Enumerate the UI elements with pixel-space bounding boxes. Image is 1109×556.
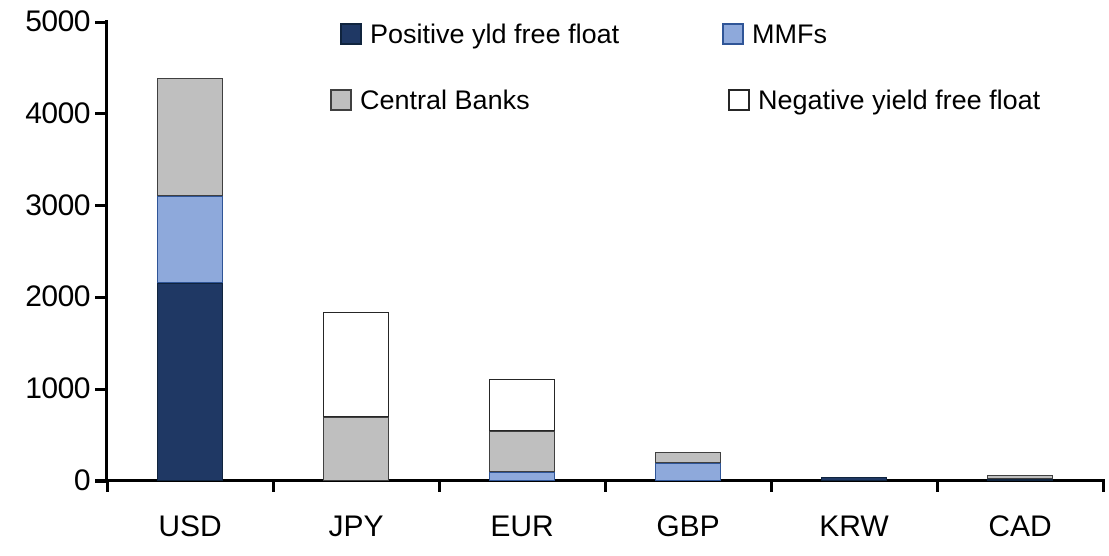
bar-segment <box>987 475 1053 479</box>
bar-segment <box>489 379 555 432</box>
y-axis-tick <box>95 112 107 116</box>
x-axis-tick <box>935 479 939 492</box>
bar-segment <box>157 282 223 481</box>
y-tick-label: 3000 <box>25 188 90 222</box>
y-tick-label: 1000 <box>25 372 90 406</box>
y-axis-tick <box>95 204 107 208</box>
y-tick-label: 4000 <box>25 96 90 130</box>
x-axis-tick <box>603 479 607 492</box>
x-tick-label: USD <box>158 510 222 543</box>
y-axis-tick <box>95 20 107 24</box>
legend-swatch-icon <box>330 89 352 111</box>
bar-segment <box>655 451 721 463</box>
x-tick-label: CAD <box>988 510 1052 543</box>
bar-segment <box>655 462 721 481</box>
legend-item: MMFs <box>722 20 827 48</box>
legend-label: Central Banks <box>360 85 530 115</box>
bar-segment <box>489 471 555 481</box>
x-tick-label: JPY <box>328 510 384 543</box>
y-axis-tick <box>95 387 107 391</box>
y-axis-tick <box>95 479 107 483</box>
y-tick-label: 2000 <box>25 280 90 314</box>
bar-segment <box>323 312 389 417</box>
x-axis-tick <box>271 479 275 492</box>
legend-swatch-icon <box>728 89 750 111</box>
y-axis-tick <box>95 295 107 299</box>
bar-segment <box>157 196 223 283</box>
legend-label: Negative yield free float <box>758 85 1041 115</box>
y-tick-label: 0 <box>73 464 91 497</box>
y-axis-line <box>105 20 108 482</box>
bar-segment <box>157 77 223 197</box>
bar-segment <box>323 416 389 481</box>
x-axis-tick <box>437 479 441 492</box>
x-axis-tick <box>769 479 773 492</box>
legend-item: Negative yield free float <box>728 86 1040 114</box>
x-tick-label: KRW <box>819 510 889 543</box>
legend-label: MMFs <box>752 19 827 49</box>
x-axis-tick <box>1101 479 1105 492</box>
legend-item: Central Banks <box>330 86 530 114</box>
legend-swatch-icon <box>340 23 362 45</box>
bar-segment <box>489 431 555 472</box>
x-axis-tick <box>105 479 109 492</box>
x-tick-label: GBP <box>656 510 720 543</box>
legend-label: Positive yld free float <box>370 19 620 49</box>
y-tick-label: 5000 <box>25 5 90 38</box>
bar-segment <box>987 478 1053 481</box>
legend-item: Positive yld free float <box>340 20 619 48</box>
x-tick-label: EUR <box>490 510 554 543</box>
legend-swatch-icon <box>722 23 744 45</box>
x-axis-line <box>95 479 1103 482</box>
bar-segment <box>821 477 887 481</box>
